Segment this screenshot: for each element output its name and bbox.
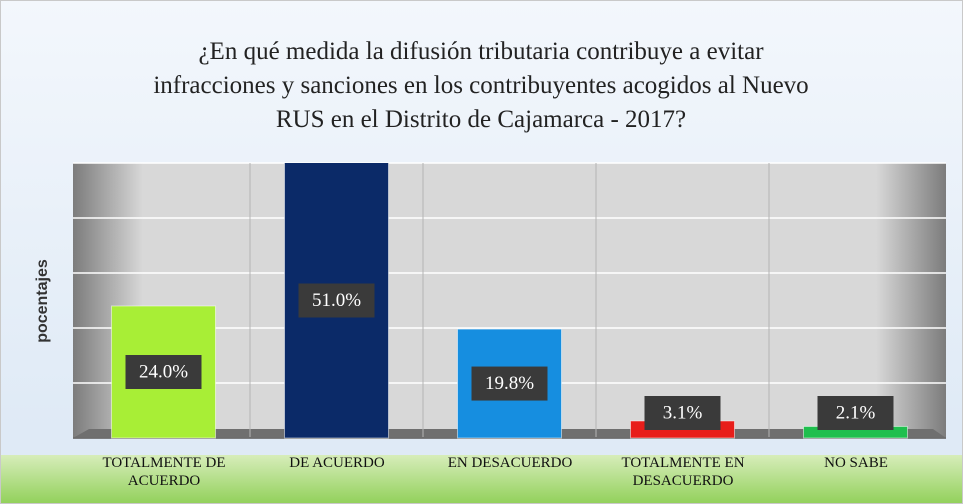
value-label: 51.0% (312, 290, 361, 311)
value-label: 3.1% (663, 402, 703, 423)
value-label-box (644, 396, 721, 430)
value-label: 2.1% (836, 402, 876, 423)
ground-band (1, 455, 962, 503)
x-tick-label: NO SABE (824, 455, 888, 471)
x-tick-label: TOTALMENTE EN DESACUERDO (621, 455, 745, 489)
value-label-box (125, 355, 202, 389)
x-tick-label: DE ACUERDO (289, 455, 385, 471)
x-tick-label: TOTALMENTE DE ACUERDO (102, 455, 226, 489)
chart-title: ¿En qué medida la difusión tributaria co… (153, 38, 809, 133)
value-label-box (817, 396, 894, 430)
value-label: 19.8% (485, 373, 534, 394)
value-label-box (471, 366, 548, 401)
value-label-box (298, 283, 375, 318)
value-label: 24.0% (139, 361, 188, 382)
y-axis-label: pocentajes (34, 259, 51, 343)
x-tick-label: EN DESACUERDO (447, 455, 573, 471)
